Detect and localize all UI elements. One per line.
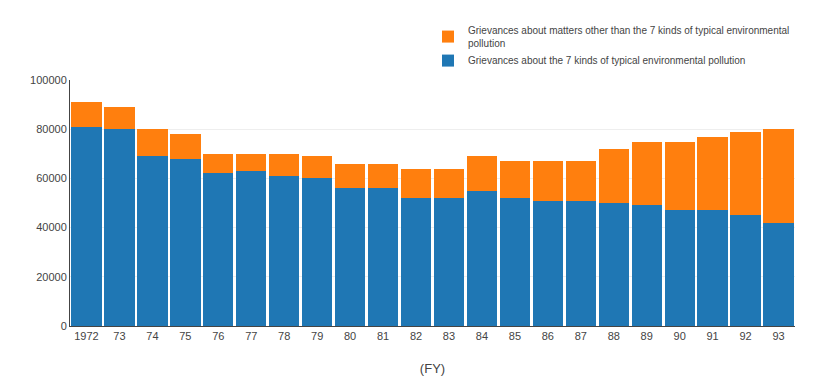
svg-text:1972: 1972	[74, 330, 98, 342]
svg-text:80000: 80000	[36, 123, 67, 135]
svg-text:74: 74	[146, 330, 158, 342]
svg-text:82: 82	[410, 330, 422, 342]
svg-text:89: 89	[641, 330, 653, 342]
svg-text:90: 90	[674, 330, 686, 342]
svg-text:0: 0	[61, 320, 67, 332]
svg-text:92: 92	[739, 330, 751, 342]
svg-text:87: 87	[575, 330, 587, 342]
svg-text:40000: 40000	[36, 221, 67, 233]
svg-text:73: 73	[113, 330, 125, 342]
svg-text:20000: 20000	[36, 271, 67, 283]
svg-text:91: 91	[706, 330, 718, 342]
svg-text:77: 77	[245, 330, 257, 342]
svg-text:88: 88	[608, 330, 620, 342]
svg-text:Grievances about the 7 kinds o: Grievances about the 7 kinds of typical …	[468, 55, 745, 66]
svg-text:85: 85	[509, 330, 521, 342]
svg-text:84: 84	[476, 330, 488, 342]
svg-text:81: 81	[377, 330, 389, 342]
svg-text:60000: 60000	[36, 172, 67, 184]
svg-text:83: 83	[443, 330, 455, 342]
svg-text:(FY): (FY)	[420, 361, 445, 376]
svg-text:80: 80	[344, 330, 356, 342]
svg-text:86: 86	[542, 330, 554, 342]
svg-text:76: 76	[212, 330, 224, 342]
svg-text:75: 75	[179, 330, 191, 342]
svg-text:Grievances about matters other: Grievances about matters other than the …	[468, 25, 789, 49]
svg-text:93: 93	[772, 330, 784, 342]
svg-text:79: 79	[311, 330, 323, 342]
svg-text:100000: 100000	[30, 74, 67, 86]
svg-text:78: 78	[278, 330, 290, 342]
